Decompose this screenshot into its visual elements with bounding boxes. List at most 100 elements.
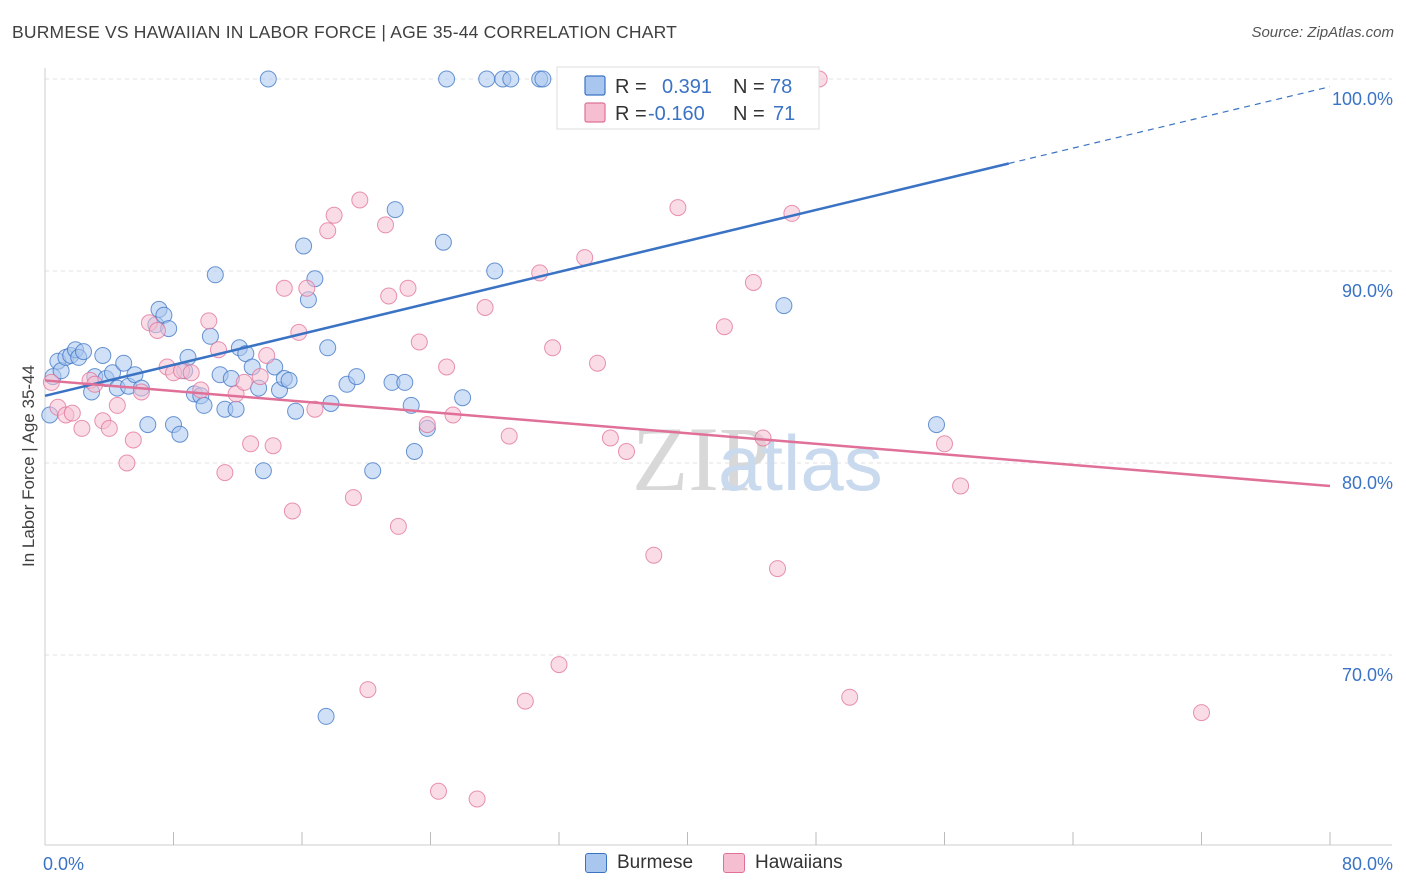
point-hawaiians: [936, 435, 953, 453]
point-hawaiians: [216, 464, 234, 482]
point-burmese: [317, 707, 335, 725]
point-burmese: [319, 339, 337, 357]
point-hawaiians: [100, 419, 118, 437]
point-hawaiians: [63, 404, 81, 422]
point-hawaiians: [359, 681, 377, 699]
trend-lines: [44, 86, 1331, 488]
legend-label-burmese: Burmese: [617, 852, 694, 873]
point-hawaiians: [108, 396, 126, 414]
point-hawaiians: [275, 279, 293, 297]
point-burmese: [364, 462, 382, 480]
point-hawaiians: [468, 790, 486, 808]
y-tick-labels: 70.0% 80.0% 90.0% 100.0%: [1332, 89, 1393, 685]
watermark-zip: ZIP: [632, 408, 770, 510]
point-hawaiians: [298, 279, 316, 297]
legend-swatch-hawaiians-bottom: [723, 853, 746, 873]
point-burmese: [775, 297, 793, 315]
axes: [44, 68, 1392, 846]
legend-swatch-hawaiians: [584, 102, 606, 123]
point-hawaiians: [645, 546, 663, 564]
point-hawaiians: [500, 427, 518, 445]
point-hawaiians: [351, 191, 369, 209]
point-burmese: [287, 402, 305, 420]
point-hawaiians: [418, 416, 436, 434]
point-hawaiians: [73, 419, 91, 437]
point-hawaiians: [516, 692, 534, 710]
point-burmese: [295, 237, 313, 255]
point-hawaiians: [192, 381, 210, 399]
series-burmese-points: [41, 70, 945, 725]
point-hawaiians: [389, 517, 407, 535]
point-burmese: [171, 425, 189, 443]
point-burmese: [139, 416, 157, 434]
point-burmese: [206, 266, 224, 284]
point-hawaiians: [377, 216, 394, 234]
point-burmese: [405, 443, 423, 460]
point-burmese: [259, 70, 277, 88]
legend-label-hawaiians: Hawaiians: [755, 852, 843, 873]
point-hawaiians: [325, 206, 343, 224]
point-burmese: [386, 201, 404, 219]
chart-title: BURMESE VS HAWAIIAN IN LABOR FORCE | AGE…: [12, 22, 677, 42]
legend-item-burmese[interactable]: Burmese: [585, 852, 693, 874]
point-hawaiians: [544, 339, 562, 357]
point-hawaiians: [306, 400, 324, 418]
y-tick-label: 70.0%: [1342, 665, 1393, 685]
watermark-atlas: atlas: [718, 419, 883, 507]
point-hawaiians: [258, 347, 276, 364]
source-label: Source: ZipAtlas.com: [1251, 24, 1394, 41]
x-tick-label-max: 80.0%: [1342, 854, 1393, 874]
point-hawaiians: [769, 560, 786, 578]
point-hawaiians: [410, 333, 428, 351]
legend-r-label-1: R =: [615, 76, 647, 98]
point-burmese: [348, 368, 366, 386]
point-hawaiians: [669, 199, 687, 217]
point-hawaiians: [124, 431, 142, 449]
point-burmese: [280, 371, 298, 389]
legend-r-label-2: R =: [615, 103, 647, 125]
legend-swatch-burmese: [584, 75, 606, 96]
watermark: ZIP atlas: [632, 408, 883, 510]
legend-r-value-hawaiians: -0.160: [648, 103, 705, 125]
point-burmese: [502, 70, 520, 88]
point-hawaiians: [952, 477, 970, 495]
point-burmese: [254, 462, 272, 480]
x-tick-labels: 0.0% 80.0%: [43, 854, 1393, 874]
point-burmese: [396, 373, 414, 391]
trend-line-burmese-extension: [1008, 86, 1331, 165]
point-hawaiians: [601, 429, 619, 447]
stats-legend: R = 0.391 N = 78 R = -0.160 N = 71: [556, 66, 820, 130]
point-hawaiians: [235, 373, 253, 391]
bottom-legend: Burmese Hawaiians: [585, 852, 863, 874]
y-tick-label: 90.0%: [1342, 281, 1393, 301]
point-burmese: [115, 354, 133, 372]
point-burmese: [454, 389, 472, 407]
point-hawaiians: [430, 782, 447, 800]
legend-item-hawaiians[interactable]: Hawaiians: [723, 852, 843, 874]
point-burmese: [94, 347, 112, 364]
point-hawaiians: [227, 385, 245, 403]
point-hawaiians: [550, 656, 568, 674]
point-hawaiians: [264, 437, 282, 455]
point-hawaiians: [251, 368, 269, 386]
legend-n-label-1: N =: [733, 76, 765, 98]
series-hawaiians-points: [42, 70, 1210, 808]
point-hawaiians: [118, 454, 136, 472]
x-tick-label-min: 0.0%: [43, 854, 84, 874]
point-burmese: [434, 233, 452, 251]
point-burmese: [75, 343, 92, 361]
point-burmese: [534, 70, 552, 88]
legend-swatch-burmese-bottom: [585, 853, 607, 873]
point-hawaiians: [1193, 704, 1210, 722]
legend-r-value-burmese: 0.391: [662, 76, 712, 98]
point-burmese: [928, 416, 945, 434]
point-hawaiians: [438, 358, 456, 376]
point-hawaiians: [148, 322, 166, 339]
point-hawaiians: [344, 489, 362, 507]
point-hawaiians: [715, 318, 733, 336]
point-burmese: [438, 70, 456, 88]
point-hawaiians: [476, 299, 494, 316]
point-hawaiians: [841, 688, 859, 706]
point-hawaiians: [744, 274, 762, 291]
